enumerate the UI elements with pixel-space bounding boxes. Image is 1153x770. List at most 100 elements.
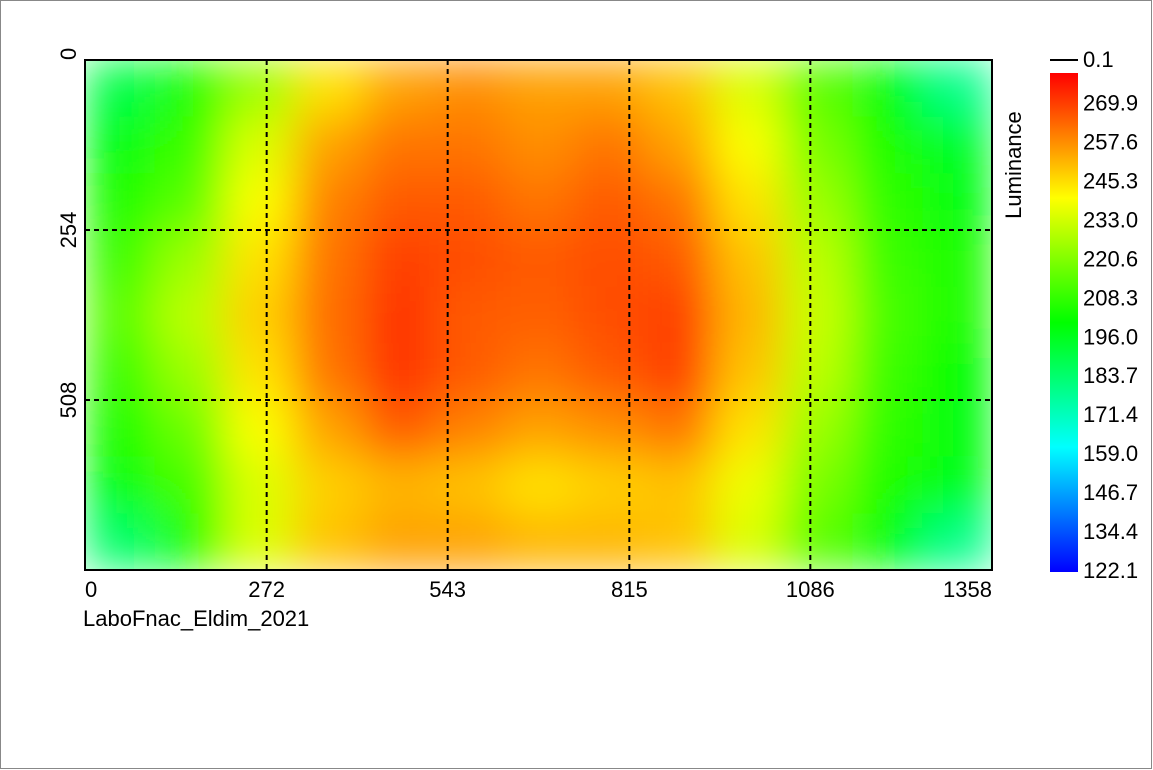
x-tick-label: 272 — [248, 577, 285, 602]
heat-cell — [782, 173, 853, 231]
heat-cell — [294, 456, 365, 514]
heat-cell — [224, 400, 295, 458]
heat-cell — [782, 60, 853, 118]
heat-cell — [712, 173, 784, 231]
heat-cell — [573, 456, 644, 514]
heat-cell — [852, 400, 923, 458]
heat-cell — [643, 60, 714, 118]
heat-cell — [85, 230, 156, 288]
heat-cell — [85, 400, 156, 458]
heat-cell — [922, 513, 992, 570]
heat-cell — [852, 343, 923, 401]
plot-frame — [84, 59, 993, 571]
heat-cell — [364, 286, 435, 344]
heat-cell — [154, 173, 226, 231]
grid — [85, 60, 992, 570]
heat-cell — [433, 60, 505, 118]
heat-cell — [573, 116, 644, 174]
heatmap-cells — [85, 60, 992, 570]
heat-cell — [224, 343, 295, 401]
heat-cell — [782, 456, 853, 514]
heat-cell — [573, 286, 644, 344]
heat-cell — [224, 230, 295, 288]
heat-cell — [852, 173, 923, 231]
colorbar-tick-label: 233.0 — [1083, 207, 1138, 232]
heat-cell — [922, 400, 992, 458]
heat-cell — [433, 286, 505, 344]
heat-cell — [782, 230, 853, 288]
heat-cell — [643, 116, 714, 174]
heat-cell — [224, 116, 295, 174]
colorbar-tick-label: 122.1 — [1083, 558, 1138, 583]
heat-cell — [154, 400, 226, 458]
heat-cell — [573, 60, 644, 118]
heat-cell — [782, 116, 853, 174]
heat-cell — [643, 513, 714, 570]
heat-cell — [294, 116, 365, 174]
heat-cell — [852, 60, 923, 118]
heat-cell — [852, 230, 923, 288]
colorbar-tick-label: 183.7 — [1083, 363, 1138, 388]
heat-cell — [224, 456, 295, 514]
heat-cell — [573, 230, 644, 288]
colorbar-tick-label: 208.3 — [1083, 285, 1138, 310]
heat-cell — [154, 343, 226, 401]
y-tick-label: 508 — [56, 382, 81, 419]
heat-cell — [224, 173, 295, 231]
heat-cell — [224, 60, 295, 118]
colorbar — [1050, 73, 1078, 572]
heat-cell — [85, 173, 156, 231]
heat-cell — [922, 116, 992, 174]
heat-cell — [85, 116, 156, 174]
heat-cell — [782, 400, 853, 458]
heat-cell — [573, 343, 644, 401]
heat-cell — [922, 286, 992, 344]
heat-cell — [922, 173, 992, 231]
colorbar-tick-label: 245.3 — [1083, 168, 1138, 193]
heat-cell — [433, 513, 505, 570]
heat-cell — [643, 343, 714, 401]
x-tick-label: 815 — [611, 577, 648, 602]
heat-cell — [782, 286, 853, 344]
heat-cell — [852, 456, 923, 514]
heat-cell — [643, 400, 714, 458]
heat-cell — [294, 400, 365, 458]
colorbar-tick-label: 134.4 — [1083, 519, 1138, 544]
heat-cell — [154, 286, 226, 344]
heat-cell — [573, 513, 644, 570]
x-tick-label: 1358 — [943, 577, 992, 602]
heat-cell — [503, 173, 574, 231]
heat-cell — [712, 116, 784, 174]
heat-cell — [294, 343, 365, 401]
heat-cell — [433, 173, 505, 231]
heat-cell — [782, 513, 853, 570]
heat-cell — [433, 116, 505, 174]
heatmap — [85, 60, 992, 570]
heat-cell — [922, 60, 992, 118]
y-tick-label: 254 — [56, 212, 81, 249]
colorbar-tick-label: 257.6 — [1083, 130, 1138, 155]
colorbar-tick-label: 269.9 — [1083, 91, 1138, 116]
heat-cell — [503, 230, 574, 288]
heat-cell — [643, 173, 714, 231]
x-tick-label: 543 — [429, 577, 466, 602]
colorbar-label: Luminance — [1001, 111, 1026, 219]
heat-cell — [712, 456, 784, 514]
heat-cell — [294, 60, 365, 118]
heat-cell — [433, 230, 505, 288]
heat-cell — [852, 116, 923, 174]
heat-cell — [573, 173, 644, 231]
heat-cell — [364, 400, 435, 458]
heat-cell — [922, 343, 992, 401]
heat-cell — [294, 173, 365, 231]
colorbar-tick-label: 220.6 — [1083, 247, 1138, 272]
heat-cell — [154, 116, 226, 174]
heat-cell — [573, 400, 644, 458]
heat-cell — [154, 230, 226, 288]
heat-cell — [294, 513, 365, 570]
heat-cell — [503, 456, 574, 514]
heat-cell — [712, 400, 784, 458]
heat-cell — [643, 456, 714, 514]
x-tick-label: 0 — [85, 577, 97, 602]
heat-cell — [503, 60, 574, 118]
